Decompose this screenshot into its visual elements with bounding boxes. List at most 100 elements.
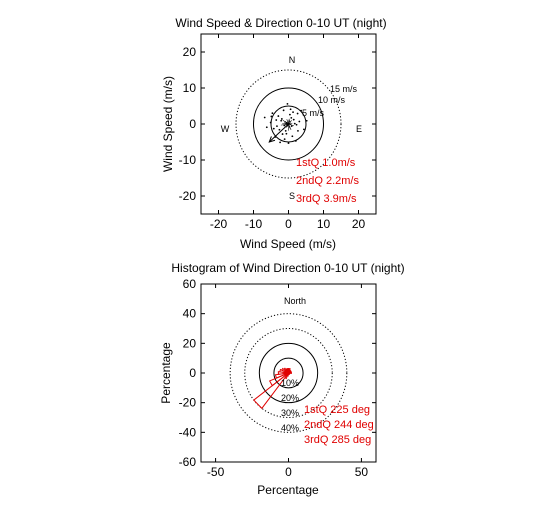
top-x-tick-label: -10 [245, 217, 263, 231]
wind-point [265, 126, 268, 129]
bottom-quartile-2: 2ndQ 244 deg [304, 419, 374, 431]
wind-point [284, 129, 287, 132]
bot-y-tick-label: 40 [183, 307, 197, 321]
bottom-ring-label-40: 40% [281, 423, 299, 433]
top-y-axis-label: Wind Speed (m/s) [161, 76, 175, 172]
wind-point [282, 109, 285, 112]
wind-point [275, 119, 278, 121]
wind-point [294, 140, 297, 142]
top-x-tick-label: 10 [317, 217, 331, 231]
top-ring-label-10: 10 m/s [318, 95, 346, 105]
top-compass-east: E [356, 124, 362, 134]
bottom-y-ticks: 60 40 20 0 -20 -40 -60 [179, 277, 376, 469]
top-x-tick-label: 0 [285, 217, 292, 231]
wind-point [280, 119, 283, 122]
wind-point [269, 121, 272, 124]
bottom-quartile-1: 1stQ 225 deg [304, 404, 370, 416]
top-speed-rings [235, 69, 342, 179]
top-ring-label-15: 15 m/s [330, 84, 358, 94]
top-x-axis-label: Wind Speed (m/s) [240, 237, 336, 251]
bottom-x-axis-label: Percentage [257, 483, 319, 497]
wind-point [292, 118, 295, 121]
percentage-ring [273, 357, 304, 389]
top-x-tick-label: 20 [352, 217, 366, 231]
percentage-ring [244, 328, 333, 418]
top-x-tick-label: -20 [210, 217, 228, 231]
bottom-panel: Histogram of Wind Direction 0-10 UT (nig… [159, 261, 405, 497]
bottom-y-axis-label: Percentage [159, 342, 173, 404]
bot-y-tick-label: 0 [189, 366, 196, 380]
wind-point [303, 128, 305, 131]
top-title: Wind Speed & Direction 0-10 UT (night) [175, 16, 386, 30]
wind-point [290, 125, 293, 128]
bot-x-tick-label: 50 [355, 465, 369, 479]
bottom-percentage-rings [229, 313, 348, 433]
top-mean-arrow [268, 123, 289, 143]
wind-point [270, 115, 273, 118]
top-panel: Wind Speed & Direction 0-10 UT (night) -… [161, 16, 387, 251]
wind-point [295, 123, 298, 126]
top-x-ticks: -20 -10 0 10 20 [210, 34, 366, 231]
wind-point [277, 115, 280, 117]
bot-y-tick-label: -20 [179, 396, 197, 410]
mean-wind-arrow-head [268, 136, 276, 143]
direction-sector [284, 372, 289, 380]
wind-point [286, 102, 289, 105]
mean-wind-arrow-shaft [268, 123, 289, 143]
bottom-quartile-3: 3rdQ 285 deg [304, 434, 371, 446]
bottom-title: Histogram of Wind Direction 0-10 UT (nig… [171, 261, 404, 275]
wind-vector [288, 122, 293, 125]
bot-x-tick-label: -50 [207, 465, 225, 479]
wind-vector [286, 119, 289, 125]
top-compass-north: N [289, 55, 296, 65]
wind-point [280, 118, 283, 120]
bot-y-tick-label: 20 [183, 336, 197, 350]
bottom-ring-label-30: 30% [281, 408, 299, 418]
wind-point [290, 116, 293, 119]
bottom-compass-north: North [284, 296, 306, 306]
speed-ring [270, 105, 307, 143]
wind-point [291, 135, 294, 138]
bottom-ring-label-10: 10% [281, 378, 299, 388]
top-ring-label-5: 5 m/s [302, 108, 325, 118]
wind-point [300, 109, 302, 112]
wind-point [279, 141, 281, 144]
wind-point [289, 113, 291, 116]
wind-vector [288, 123, 292, 131]
wind-point [281, 133, 284, 135]
bottom-ring-label-20: 20% [281, 393, 299, 403]
direction-sector [253, 372, 289, 410]
wind-point [305, 119, 308, 122]
speed-ring [235, 69, 342, 179]
wind-point [293, 122, 296, 125]
wind-vector [280, 123, 289, 126]
top-quartile-3: 3rdQ 3.9m/s [296, 193, 357, 205]
bottom-direction-sectors [253, 367, 292, 410]
top-y-tick-label: 0 [189, 117, 196, 131]
wind-point [292, 111, 294, 114]
top-compass-west: W [221, 124, 230, 134]
wind-point [263, 116, 266, 119]
wind-point [297, 129, 299, 132]
percentage-ring [258, 342, 319, 404]
wind-point [296, 112, 299, 115]
wind-vector [282, 119, 289, 125]
top-y-tick-label: 20 [183, 45, 197, 59]
wind-point [272, 127, 275, 130]
wind-point [276, 125, 278, 128]
wind-point [283, 138, 286, 141]
wind-vector [288, 118, 290, 125]
speed-ring [253, 87, 324, 161]
wind-point [287, 142, 290, 144]
wind-point [285, 132, 288, 135]
bot-x-tick-label: 0 [285, 465, 292, 479]
top-y-tick-label: -20 [179, 189, 197, 203]
top-y-ticks: 20 10 0 -10 -20 [179, 45, 376, 203]
bot-y-tick-label: -60 [179, 455, 197, 469]
percentage-ring [229, 313, 348, 433]
bottom-x-ticks: -50 0 50 [207, 284, 368, 479]
top-quartile-2: 2ndQ 2.2m/s [296, 175, 359, 187]
wind-point [298, 120, 301, 123]
wind-point [271, 112, 274, 115]
